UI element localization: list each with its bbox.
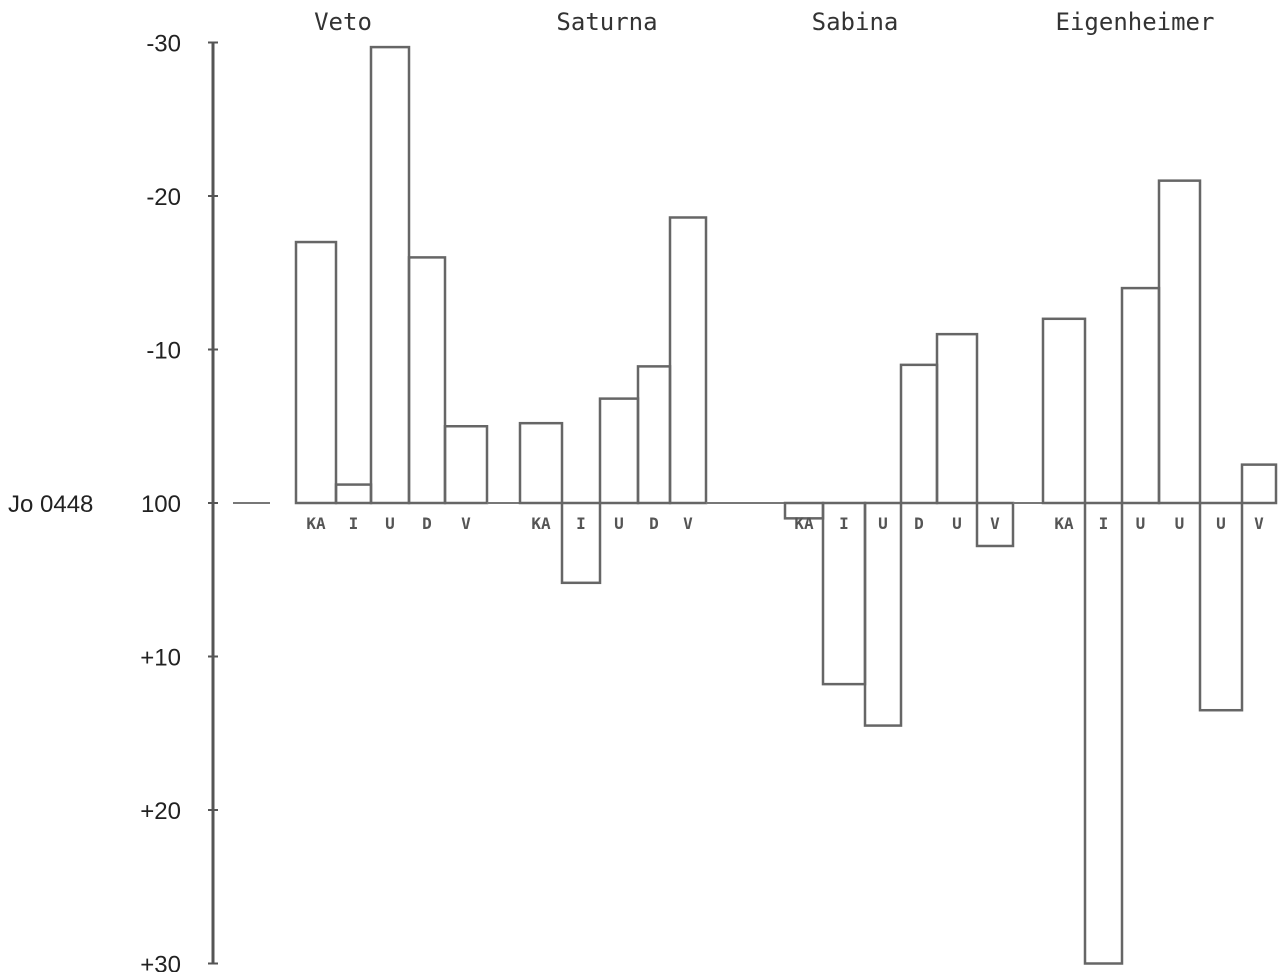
y-tick-label: -10	[146, 338, 181, 365]
group-label: Eigenheimer	[1056, 8, 1215, 36]
bar-label: D	[422, 514, 432, 533]
bar-label: I	[349, 514, 359, 533]
bar	[636, 365, 672, 505]
y-tick-label: -20	[146, 184, 181, 211]
bar-label: D	[914, 514, 924, 533]
bar-label: KA	[1054, 514, 1074, 533]
bar	[1240, 463, 1278, 505]
y-tick-label: +30	[140, 952, 181, 972]
reference-label: Jo 0448	[8, 491, 93, 518]
bar	[1157, 179, 1202, 505]
bar-label: KA	[306, 514, 326, 533]
bar-label: U	[878, 514, 888, 533]
y-axis: -30 -20 -10 100 +10 +20 +30	[140, 31, 218, 972]
bar-label: KA	[794, 514, 814, 533]
bar-label: KA	[531, 514, 551, 533]
bar-label: V	[461, 514, 471, 533]
bar-label: V	[1254, 514, 1264, 533]
bar-label: V	[683, 514, 693, 533]
y-tick-label: +10	[140, 645, 181, 672]
y-tick-label: -30	[146, 31, 181, 58]
bar	[598, 397, 640, 505]
bar-label: U	[385, 514, 395, 533]
group-label: Saturna	[556, 8, 657, 36]
bar-label: D	[649, 514, 659, 533]
bar-label: U	[952, 514, 962, 533]
bar	[975, 501, 1015, 548]
bar	[560, 501, 602, 585]
bar	[334, 483, 373, 505]
group-labels: Veto Saturna Sabina Eigenheimer	[314, 8, 1214, 36]
group-label: Sabina	[812, 8, 899, 36]
bar	[863, 501, 903, 727]
y-tick-label: 100	[141, 491, 181, 518]
bar	[899, 363, 939, 505]
bar	[1198, 501, 1244, 712]
bar-labels: KA I U D V KA I U D V KA I U D U V KA I U U U V	[306, 514, 1264, 533]
group-label: Veto	[314, 8, 372, 36]
bar-label: U	[1175, 514, 1185, 533]
bar	[1120, 286, 1161, 505]
bar	[1041, 317, 1087, 505]
bar-label: I	[1099, 514, 1109, 533]
bar	[369, 45, 411, 505]
bar-label: U	[1216, 514, 1226, 533]
y-tick-label: +20	[140, 798, 181, 825]
bar-label: U	[1136, 514, 1146, 533]
bar	[443, 425, 489, 505]
bar	[518, 421, 564, 505]
bar	[1083, 501, 1124, 965]
bars	[233, 45, 1278, 965]
bar-label: V	[990, 514, 1000, 533]
bar	[668, 216, 708, 505]
bar-label: U	[614, 514, 624, 533]
bar-label: I	[576, 514, 586, 533]
bar	[935, 332, 979, 505]
bar	[407, 256, 447, 505]
bar	[294, 240, 338, 505]
bar-label: I	[839, 514, 849, 533]
